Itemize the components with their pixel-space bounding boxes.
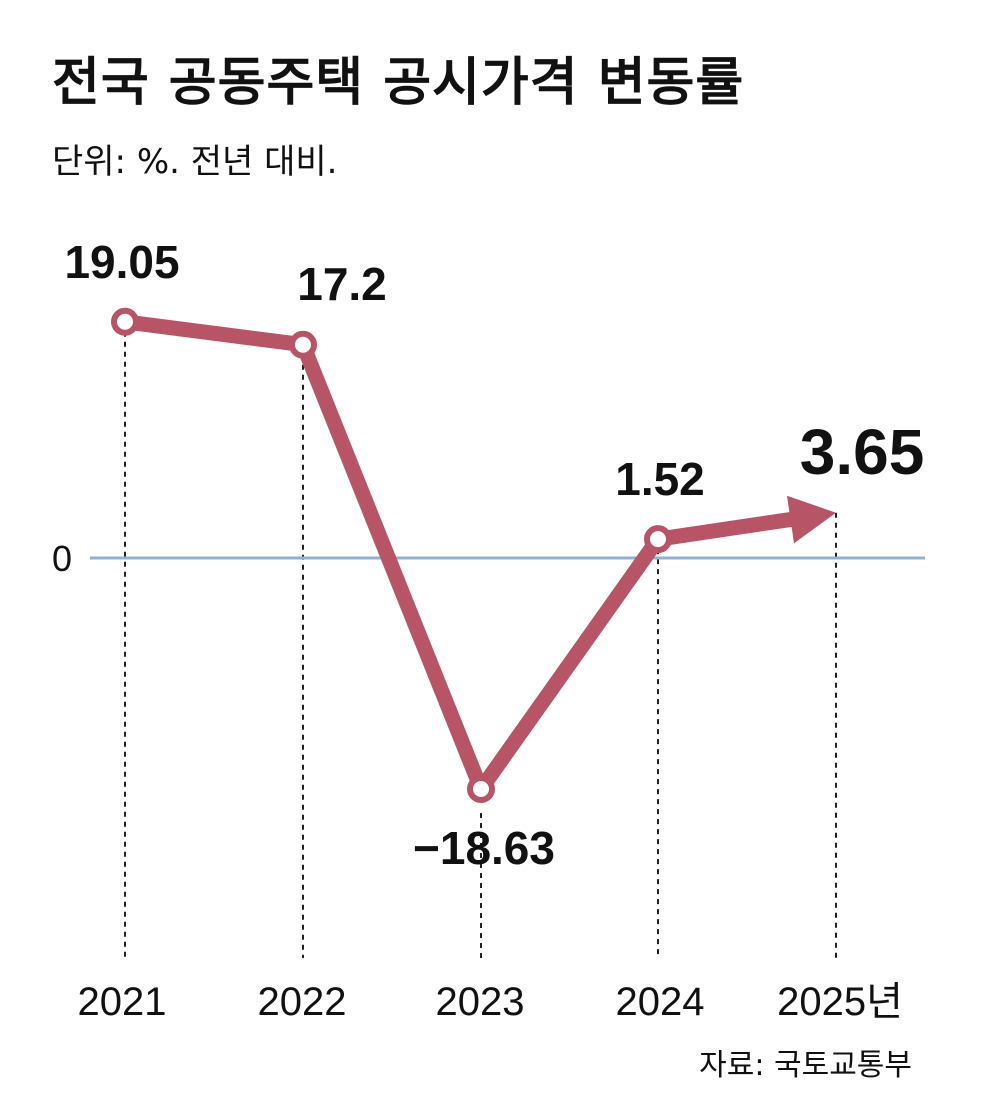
data-point-2024: [644, 525, 672, 554]
chart-subtitle: 단위: %. 전년 대비.: [52, 142, 338, 182]
data-point-2021: [111, 307, 139, 336]
chart-title: 전국 공동주택 공시가격 변동률: [52, 53, 745, 113]
data-point-2023: [467, 775, 495, 804]
x-tick-label-0: 2021: [78, 980, 167, 1024]
y-tick-label-0: 0: [52, 538, 72, 579]
data-label-2021: 19.05: [64, 236, 179, 288]
series-line: [117, 314, 666, 797]
data-point-2022: [289, 330, 317, 359]
x-tick-label-4: 2025년: [777, 980, 903, 1024]
data-label-2025년: 3.65: [800, 416, 925, 488]
data-label-2022: 17.2: [297, 258, 387, 310]
source-note: 자료: 국토교통부: [699, 1048, 912, 1083]
x-tick-label-1: 2022: [258, 980, 347, 1024]
data-label-2024: 1.52: [615, 453, 705, 505]
x-tick-label-2: 2023: [436, 980, 525, 1024]
data-label-2023: −18.63: [413, 822, 555, 874]
series-arrow-shaft: [650, 511, 802, 547]
series-arrow-head: [786, 495, 836, 544]
x-tick-label-3: 2024: [616, 980, 705, 1024]
